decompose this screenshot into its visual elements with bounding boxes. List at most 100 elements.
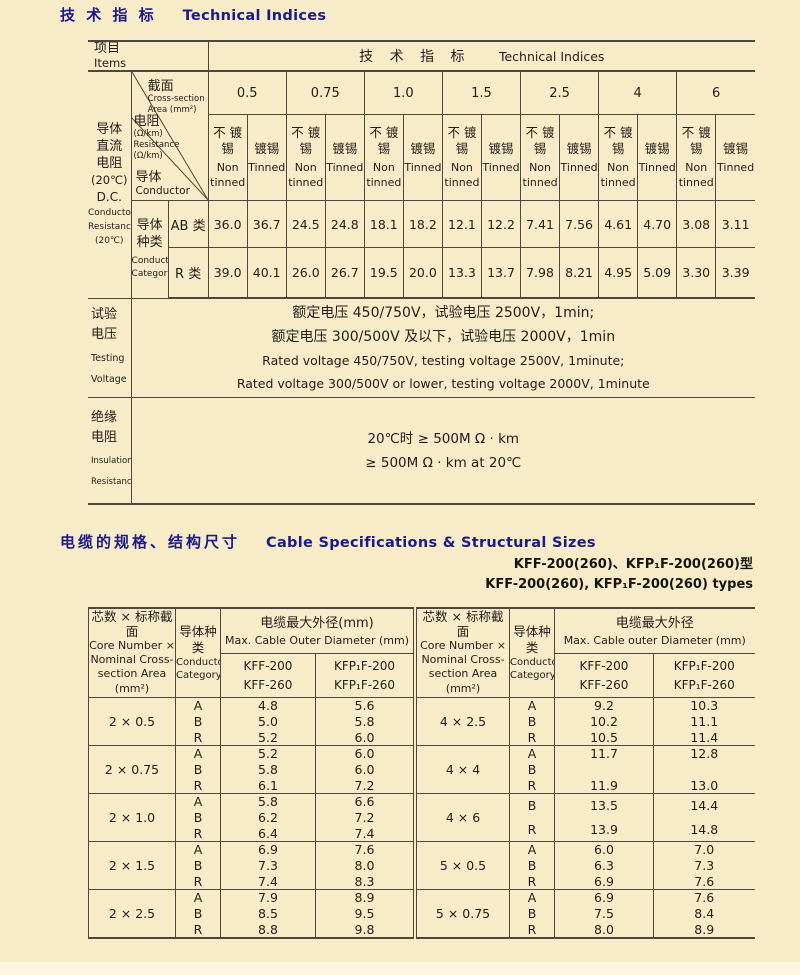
size-cell: 4 × 2.5 <box>416 697 510 746</box>
non-tinned-header: 不 镀 锡 Non tinned <box>441 114 482 201</box>
diameter-cell: 13.0 <box>653 777 755 794</box>
core-number-header: 芯数 × 标称截面 Core Number × Nominal Cross- s… <box>88 608 176 698</box>
diameter-cell: 10.2 <box>554 713 654 730</box>
cable-type-line-en: KFF-200(260), KFP₁F-200(260) types <box>485 577 753 592</box>
diameter-cell: 14.8 <box>653 817 755 842</box>
non-tinned-header: 不 镀 锡 Non tinned <box>363 114 404 201</box>
resistance-value-cell: 39.0 <box>207 247 248 299</box>
conductor-label: 导体 Conductor <box>135 170 190 197</box>
diameter-cell: 10.3 <box>653 697 755 714</box>
diameter-cell: 9.2 <box>554 697 654 714</box>
diameter-cell: 11.9 <box>554 777 654 794</box>
conductor-category-header: 导体种 类 Conductor Category <box>175 608 221 698</box>
cross-section-1.0: 1.0 <box>363 70 443 115</box>
diameter-cell: 7.4 <box>315 825 414 842</box>
diameter-cell: 6.0 <box>315 761 414 778</box>
spec-table-right: 芯数 × 标称截面 Core Number × Nominal Cross- s… <box>416 607 755 939</box>
category-r-label: R 类 <box>167 247 209 299</box>
non-tinned-header: 不 镀 锡 Non tinned <box>207 114 248 201</box>
diameter-cell: 6.9 <box>220 841 316 858</box>
cable-type-line-zh: KFF-200(260)、KFP₁F-200(260)型 <box>513 557 753 572</box>
size-cell: 2 × 1.5 <box>88 841 176 890</box>
conductor-cell: A <box>175 889 221 906</box>
non-tinned-header: 不 镀 锡 Non tinned <box>676 114 717 201</box>
resistance-value-cell: 36.0 <box>207 200 248 248</box>
core-number-header: 芯数 × 标称截面 Core Number × Nominal Cross- s… <box>416 608 510 698</box>
diameter-cell: 5.6 <box>315 697 414 714</box>
diameter-cell: 8.9 <box>315 889 414 906</box>
size-cell: 2 × 2.5 <box>88 889 176 938</box>
resistance-value-cell: 19.5 <box>363 247 404 299</box>
diameter-cell: 13.5 <box>554 793 654 818</box>
size-cell: 2 × 0.75 <box>88 745 176 794</box>
diameter-cell: 7.6 <box>653 873 755 890</box>
diameter-cell: 6.0 <box>315 729 414 746</box>
diameter-cell: 8.9 <box>653 921 755 938</box>
resistance-value-cell: 40.1 <box>246 247 287 299</box>
cross-section-label: 截面 Cross-section Area (mm²) <box>147 79 205 115</box>
resistance-value-cell: 8.21 <box>559 247 600 299</box>
conductor-cell: A <box>509 697 555 714</box>
conductor-cell: A <box>509 889 555 906</box>
section1-title-en: Technical Indices <box>182 8 327 24</box>
cross-section-0.75: 0.75 <box>285 70 365 115</box>
insulation-line: ≥ 500M Ω · km at 20℃ <box>365 454 522 471</box>
resistance-value-cell: 7.98 <box>520 247 561 299</box>
conductor-cell: B <box>175 761 221 778</box>
diameter-cell: 8.0 <box>315 857 414 874</box>
items-label-zh: 项目 <box>94 41 121 56</box>
diameter-cell: 7.5 <box>554 905 654 922</box>
non-tinned-header: 不 镀 锡 Non tinned <box>598 114 639 201</box>
resistance-value-cell: 18.2 <box>402 200 443 248</box>
conductor-cell: A <box>509 841 555 858</box>
max-diameter-header: 电缆最大外径(mm) Max. Cable Outer Diameter (mm… <box>220 608 414 655</box>
testing-line-zh: 额定电压 450/750V，试验电压 2500V，1min; <box>292 305 595 321</box>
testing-line-zh: 额定电压 300/500V 及以下，试验电压 2000V，1min <box>271 329 616 345</box>
diameter-cell: 8.4 <box>653 905 755 922</box>
diameter-cell: 6.9 <box>554 889 654 906</box>
resistance-value-cell: 7.41 <box>520 200 561 248</box>
conductor-cell: A <box>175 793 221 810</box>
diameter-cell: 5.8 <box>315 713 414 730</box>
diameter-cell: 7.3 <box>220 857 316 874</box>
diameter-cell: 11.1 <box>653 713 755 730</box>
dc-resistance-label-zh: 导体 直流 电阻 <box>96 122 123 172</box>
conductor-cell: R <box>509 817 555 842</box>
resistance-value-cell: 26.0 <box>285 247 326 299</box>
conductor-cell: R <box>509 873 555 890</box>
diameter-cell <box>554 761 654 778</box>
resistance-value-cell: 36.7 <box>246 200 287 248</box>
conductor-cell: B <box>175 809 221 826</box>
tinned-header: 镀锡 Tinned <box>246 114 287 201</box>
diameter-cell: 13.9 <box>554 817 654 842</box>
section2-title-zh: 电缆的规格、结构尺寸 <box>60 533 241 551</box>
technical-indices-table: 项目 Items 技 术 指 标 Technical Indices 导体 直流… <box>88 40 755 505</box>
size-cell: 2 × 1.0 <box>88 793 176 842</box>
diameter-cell: 8.8 <box>220 921 316 938</box>
diameter-cell: 8.5 <box>220 905 316 922</box>
conductor-cell: R <box>509 921 555 938</box>
diameter-cell: 6.0 <box>315 745 414 762</box>
diameter-cell: 6.6 <box>315 793 414 810</box>
resistance-value-cell: 4.95 <box>598 247 639 299</box>
cross-section-0.5: 0.5 <box>207 70 287 115</box>
size-cell: 5 × 0.5 <box>416 841 510 890</box>
resistance-value-cell: 5.09 <box>637 247 678 299</box>
diagonal-header-cell: 截面 Cross-section Area (mm²) 电阻 (Ω/km) Re… <box>130 70 209 201</box>
diameter-cell: 11.4 <box>653 729 755 746</box>
conductor-cell: R <box>509 729 555 746</box>
diameter-cell: 10.5 <box>554 729 654 746</box>
cross-section-6: 6 <box>676 70 755 115</box>
kff-column-header: KFF-200 KFF-260 <box>220 653 316 698</box>
size-cell: 2 × 0.5 <box>88 697 176 746</box>
conductor-cell: B <box>175 857 221 874</box>
conductor-cell: B <box>509 793 555 818</box>
resistance-value-cell: 13.3 <box>441 247 482 299</box>
insulation-line: 20℃时 ≥ 500M Ω · km <box>367 430 520 447</box>
category-ab-label: AB 类 <box>167 200 209 248</box>
spec-table-left: 芯数 × 标称截面 Core Number × Nominal Cross- s… <box>88 607 414 939</box>
conductor-cell: B <box>509 905 555 922</box>
insulation-resistance-content: 20℃时 ≥ 500M Ω · km ≥ 500M Ω · km at 20℃ <box>130 397 755 505</box>
diameter-cell: 6.2 <box>220 809 316 826</box>
